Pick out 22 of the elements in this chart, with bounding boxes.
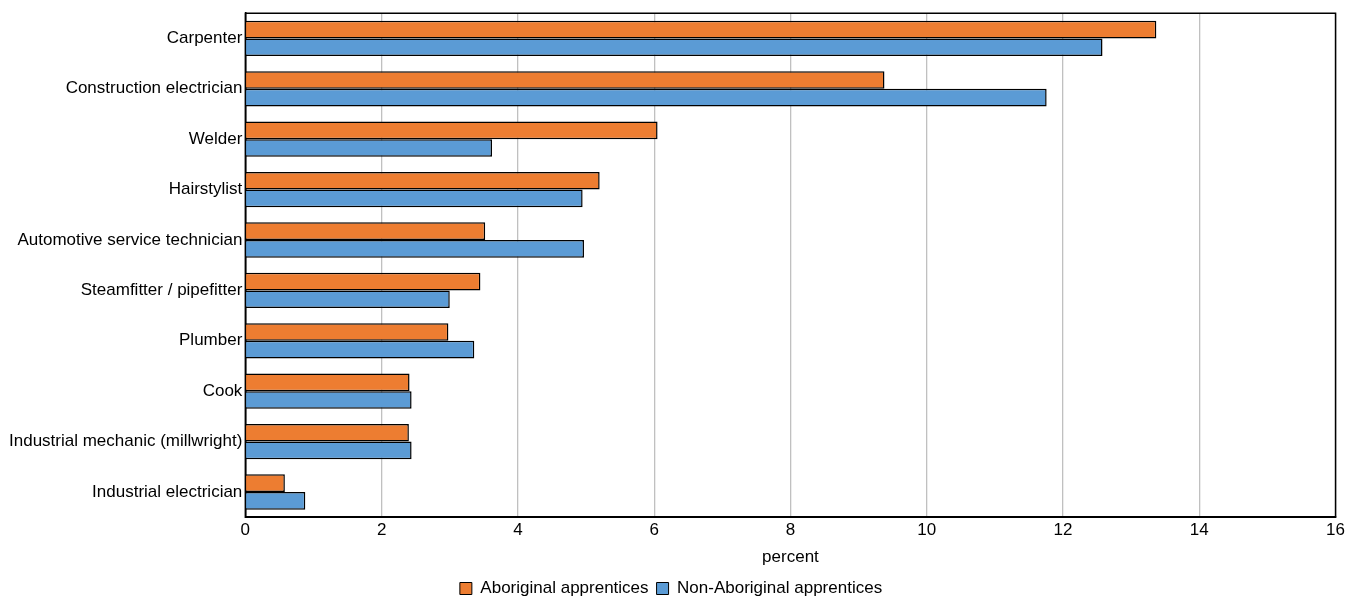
y-tick-label: Carpenter [166,28,243,48]
y-tick-label: Cook [202,380,243,400]
legend-label: Non-Aboriginal apprentices [677,578,883,598]
y-tick-label: Steamfitter / pipefitter [80,280,243,300]
y-tick-label: Industrial mechanic (millwright) [9,431,243,451]
y-tick-label: Construction electrician [65,78,243,98]
x-axis-title: percent [762,547,820,567]
x-tick-label: 2 [376,520,387,540]
x-tick-label: 8 [785,520,796,540]
x-tick-label: 0 [240,520,251,540]
x-tick-label: 16 [1326,520,1346,540]
y-tick-label: Welder [188,128,243,148]
y-tick-label: Industrial electrician [92,481,243,501]
x-tick-label: 6 [649,520,659,540]
x-tick-label: 12 [1053,520,1073,540]
x-tick-label: 10 [917,520,937,540]
y-tick-label: Plumber [179,330,243,350]
y-tick-label: Automotive service technician [17,229,243,249]
x-tick-label: 4 [513,520,523,540]
legend-label: Aboriginal apprentices [480,578,649,598]
x-tick-label: 14 [1189,520,1209,540]
y-tick-label: Hairstylist [168,179,243,199]
